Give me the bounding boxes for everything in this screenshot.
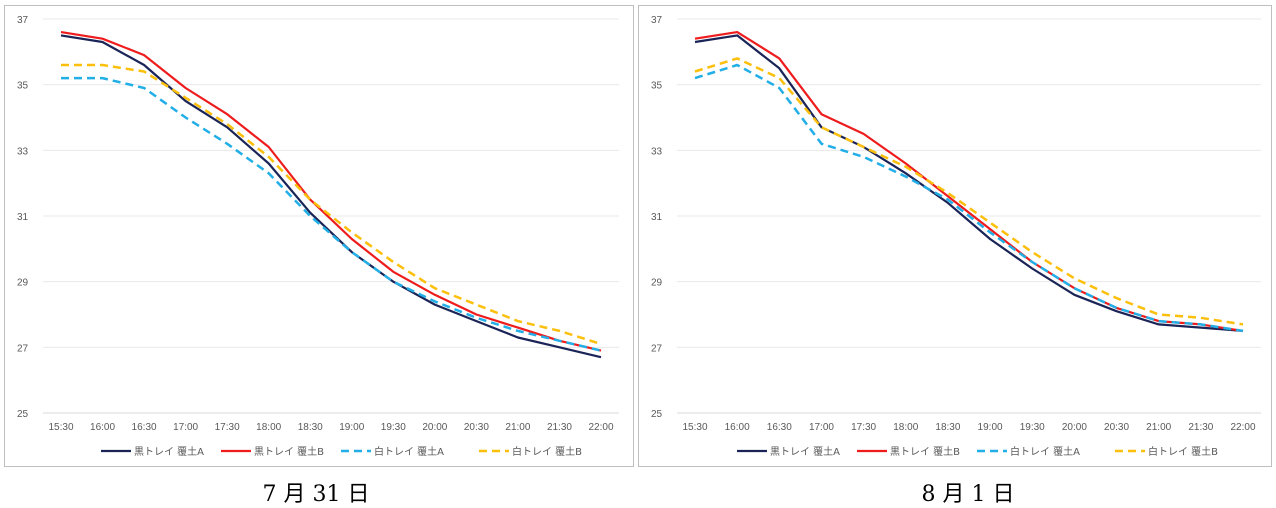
y-tick-label: 35 (651, 81, 663, 92)
x-tick-label: 19:00 (339, 422, 364, 433)
series-line-1 (60, 31, 602, 352)
series-line-1 (694, 31, 1244, 332)
x-tick-label: 15:30 (682, 422, 707, 433)
x-tick-label: 21:30 (1188, 422, 1213, 433)
series-line-3 (694, 57, 1244, 326)
legend-label-1: 黒トレイ 覆土B (890, 445, 960, 458)
y-tick-label: 31 (17, 212, 29, 223)
x-tick-label: 22:00 (1230, 422, 1255, 433)
y-tick-label: 33 (17, 146, 29, 157)
y-tick-label: 35 (17, 81, 29, 92)
x-tick-label: 16:00 (725, 422, 750, 433)
chart-caption-jul-31: 7 月 31 日 (262, 482, 370, 507)
line-chart-aug-1: 25 27 29 31 33 35 37 15:30 16:00 16:30 17:00 17:30 1… (651, 15, 1261, 458)
series-line-0 (60, 34, 602, 359)
series-line-2 (694, 63, 1244, 333)
x-tick-label: 16:00 (90, 422, 115, 433)
legend-label-3: 白トレイ 覆土B (512, 445, 582, 458)
x-tick-label: 21:00 (1146, 422, 1171, 433)
x-tick-label: 16:30 (767, 422, 792, 433)
legend-label-2: 白トレイ 覆土A (1010, 445, 1080, 458)
series-line-0 (694, 34, 1244, 332)
series-line-2 (61, 76, 602, 352)
x-tick-label: 17:00 (173, 422, 198, 433)
y-tick-label: 27 (17, 343, 29, 354)
chart-panel-jul-31: 25 27 29 31 33 35 37 15:30 16:00 16:30 17:00 17:30 1… (4, 5, 634, 467)
y-tick-label: 37 (651, 15, 663, 26)
x-tick-label: 17:30 (851, 422, 876, 433)
x-tick-label: 18:30 (935, 422, 960, 433)
legend-label-0: 黒トレイ 覆土A (770, 445, 840, 458)
x-tick-label: 21:30 (547, 422, 572, 433)
x-tick-label: 21:00 (505, 422, 530, 433)
x-tick-label: 20:00 (1062, 422, 1087, 433)
y-tick-label: 27 (651, 343, 663, 354)
x-tick-label: 20:00 (422, 422, 447, 433)
x-tick-label: 18:00 (893, 422, 918, 433)
x-tick-label: 19:00 (978, 422, 1003, 433)
y-tick-label: 29 (651, 278, 663, 289)
series-line-3 (61, 63, 602, 346)
y-tick-label: 25 (651, 409, 663, 420)
y-tick-label: 31 (651, 212, 663, 223)
x-tick-label: 19:30 (381, 422, 406, 433)
x-tick-label: 16:30 (132, 422, 157, 433)
x-tick-label: 18:00 (256, 422, 281, 433)
line-chart-jul-31: 25 27 29 31 33 35 37 15:30 16:00 16:30 17:00 17:30 1… (17, 15, 619, 458)
x-tick-label: 17:30 (215, 422, 240, 433)
y-tick-label: 33 (651, 146, 663, 157)
y-tick-label: 29 (17, 278, 29, 289)
x-tick-label: 20:30 (1104, 422, 1129, 433)
chart-panel-aug-1: 25 27 29 31 33 35 37 15:30 16:00 16:30 17:00 17:30 1… (638, 5, 1272, 467)
x-tick-label: 15:30 (48, 422, 73, 433)
legend-label-2: 白トレイ 覆土A (374, 445, 444, 458)
chart-caption-aug-1: 8 月 1 日 (921, 482, 1015, 507)
x-tick-label: 19:30 (1020, 422, 1045, 433)
y-tick-label: 25 (17, 409, 29, 420)
legend-label-3: 白トレイ 覆土B (1148, 445, 1218, 458)
x-tick-label: 18:30 (298, 422, 323, 433)
x-tick-label: 20:30 (464, 422, 489, 433)
y-tick-label: 37 (17, 15, 29, 26)
x-tick-label: 22:00 (588, 422, 613, 433)
x-tick-label: 17:00 (809, 422, 834, 433)
legend-label-0: 黒トレイ 覆土A (134, 445, 204, 458)
legend-label-1: 黒トレイ 覆土B (254, 445, 324, 458)
